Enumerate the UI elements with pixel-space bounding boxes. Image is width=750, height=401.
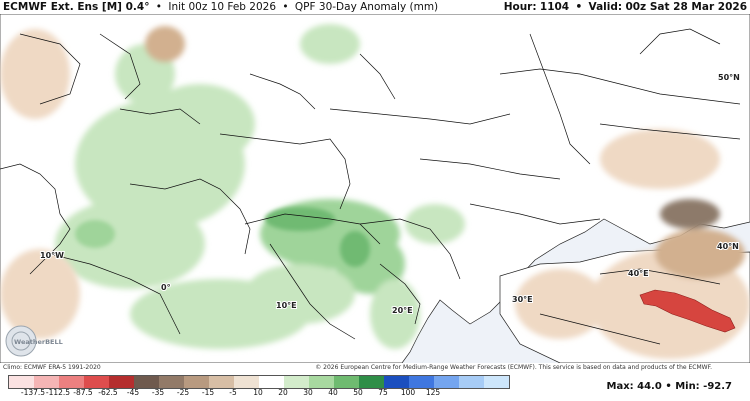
- colorbar: [8, 375, 510, 389]
- colorbar-segment: [34, 376, 59, 388]
- country-borders: [0, 28, 741, 345]
- copyright-note: © 2026 European Centre for Medium-Range …: [315, 364, 712, 371]
- colorbar-tick-label: -62.5: [98, 388, 118, 397]
- colorbar-tick-label: 125: [425, 388, 441, 397]
- logo-mark: WeatherBELL: [5, 325, 63, 357]
- graticule-labels: 50°N 40°N 10°W 0° 10°E 20°E 30°E 40°E: [39, 72, 741, 316]
- lon-label-10w: 10°W: [40, 251, 64, 260]
- colorbar-segment: [59, 376, 84, 388]
- title-bar: ECMWF Ext. Ens [M] 0.4° • Init 00z 10 Fe…: [0, 0, 750, 14]
- lon-label-20e: 20°E: [392, 306, 413, 315]
- colorbar-segment: [309, 376, 334, 388]
- colorbar-segment: [284, 376, 309, 388]
- dry-extreme-anomaly: [639, 289, 736, 333]
- colorbar-tick-label: -137.5: [20, 388, 46, 397]
- max-label: Max:: [606, 381, 634, 392]
- lon-label-40e: 40°E: [628, 269, 649, 278]
- colorbar-segment: [134, 376, 159, 388]
- map-canvas: 50°N 40°N 10°W 0° 10°E 20°E 30°E 40°E: [0, 13, 750, 364]
- colorbar-segment: [484, 376, 509, 388]
- weatherbell-logo: WeatherBELL: [4, 324, 70, 358]
- colorbar-tick-label: 40: [328, 388, 338, 397]
- colorbar-tick-label: 75: [378, 388, 388, 397]
- colorbar-tick-label: -112.5: [45, 388, 71, 397]
- colorbar-segment: [259, 376, 284, 388]
- min-value: -92.7: [703, 381, 732, 392]
- colorbar-segment: [9, 376, 34, 388]
- hour-label: Hour:: [503, 1, 537, 13]
- colorbar-segment: [459, 376, 484, 388]
- min-label: Min:: [675, 381, 700, 392]
- colorbar-tick-label: 10: [253, 388, 263, 397]
- hour-value: 1104: [539, 1, 570, 13]
- init-time: Init 00z 10 Feb 2026: [168, 1, 277, 13]
- product-name: QPF 30-Day Anomaly (mm): [294, 1, 439, 13]
- lon-label-0: 0°: [161, 283, 171, 292]
- colorbar-segment: [184, 376, 209, 388]
- colorbar-segment: [209, 376, 234, 388]
- colorbar-tick-label: 20: [278, 388, 288, 397]
- colorbar-tick-label: -45: [126, 388, 140, 397]
- colorbar-segment: [159, 376, 184, 388]
- colorbar-segment: [334, 376, 359, 388]
- colorbar-segment: [409, 376, 434, 388]
- colorbar-segment: [359, 376, 384, 388]
- lon-label-10e: 10°E: [276, 301, 297, 310]
- colorbar-segment: [109, 376, 134, 388]
- lon-label-30e: 30°E: [512, 295, 533, 304]
- colorbar-segment: [434, 376, 459, 388]
- lat-label-40n: 40°N: [717, 242, 739, 251]
- colorbar-tick-label: -25: [176, 388, 190, 397]
- europe-anomaly-map[interactable]: 50°N 40°N 10°W 0° 10°E 20°E 30°E 40°E: [0, 13, 750, 364]
- colorbar-tick-label: -15: [201, 388, 215, 397]
- max-value: 44.0: [637, 381, 662, 392]
- colorbar-tick-label: 30: [303, 388, 313, 397]
- colorbar-tick-label: 100: [400, 388, 416, 397]
- valid-label: Valid:: [588, 1, 623, 13]
- max-min-readout: Max: 44.0 • Min: -92.7: [606, 381, 733, 392]
- climo-note: Climo: ECMWF ERA-5 1991-2020: [3, 364, 101, 371]
- colorbar-segment: [84, 376, 109, 388]
- model-name: ECMWF Ext. Ens [M] 0.4°: [3, 1, 150, 13]
- valid-value: 00z Sat 28 Mar 2026: [625, 1, 747, 13]
- colorbar-tick-label: -87.5: [73, 388, 93, 397]
- logo-text: WeatherBELL: [14, 338, 63, 346]
- colorbar-segment: [384, 376, 409, 388]
- colorbar-tick-label: -5: [229, 388, 237, 397]
- colorbar-tick-label: 50: [353, 388, 363, 397]
- colorbar-tick-label: -35: [151, 388, 165, 397]
- wet-anomaly-core: [75, 207, 370, 267]
- credit-bar: Climo: ECMWF ERA-5 1991-2020 © 2026 Euro…: [0, 363, 750, 372]
- lat-label-50n: 50°N: [718, 73, 740, 82]
- colorbar-segment: [234, 376, 259, 388]
